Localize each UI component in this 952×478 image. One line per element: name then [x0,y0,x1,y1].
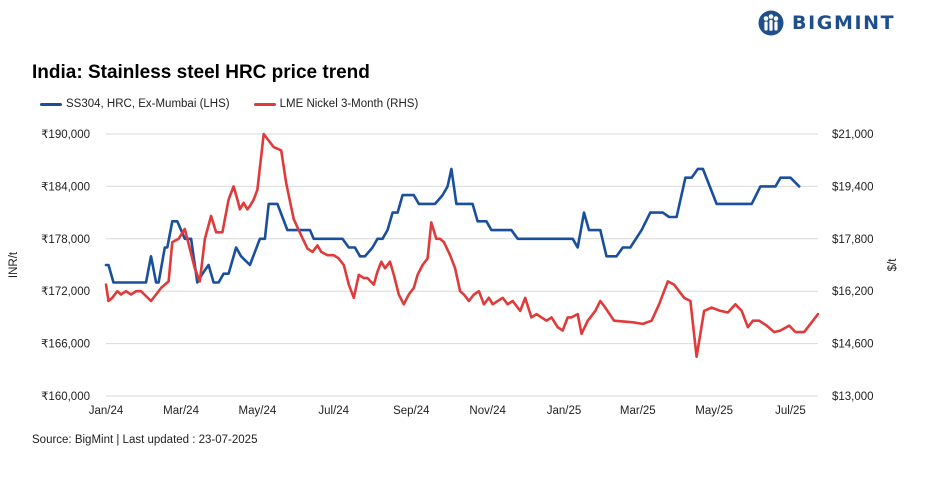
legend-swatch-lme-nickel [253,102,276,106]
x-tick-label: Nov/24 [469,405,506,417]
y-left-tick-label: ₹172,000 [41,286,90,298]
x-tick-label: Jan/24 [89,405,124,417]
x-tick-label: Mar/24 [163,405,199,417]
x-tick-label: May/25 [695,405,733,417]
x-tick-label: Mar/25 [620,405,656,417]
y-right-tick-label: $21,000 [832,129,874,141]
y-left-tick-label: ₹178,000 [41,234,90,246]
y-left-tick-label: ₹160,000 [41,391,90,403]
source-note: Source: BigMint | Last updated : 23-07-2… [32,434,258,446]
legend-item-ss304: SS304, HRC, Ex-Mumbai (LHS) [40,98,230,110]
x-tick-label: Jan/25 [547,405,582,417]
y-left-tick-label: ₹190,000 [41,129,90,141]
y-right-tick-label: $16,200 [832,286,874,298]
y-right-axis-title: $/t [887,258,899,272]
legend-label-lme-nickel: LME Nickel 3-Month (RHS) [279,98,419,110]
y-right-tick-label: $14,600 [832,339,874,351]
y-right-tick-label: $19,400 [832,181,874,193]
series-line-ss304 [104,167,801,284]
y-right-tick-label: $13,000 [832,391,874,403]
x-tick-label: Sep/24 [393,405,430,417]
bigmint-figures-icon [758,10,784,36]
y-left-axis-title: INR/t [8,251,20,278]
x-tick-label: Jul/24 [318,405,349,417]
legend-item-lme-nickel: LME Nickel 3-Month (RHS) [253,98,419,110]
legend-swatch-ss304 [40,102,62,106]
x-tick-label: May/24 [239,405,277,417]
bigmint-logo: BIGMINT [758,8,908,38]
y-right-tick-label: $17,800 [832,234,874,246]
series-line-lme-nickel [104,132,820,359]
y-left-tick-label: ₹166,000 [41,339,90,351]
x-tick-label: Jul/25 [775,405,806,417]
y-left-tick-label: ₹184,000 [41,181,90,193]
legend-label-ss304: SS304, HRC, Ex-Mumbai (LHS) [66,98,230,110]
chart-title: India: Stainless steel HRC price trend [32,62,370,83]
brand-name: BIGMINT [792,12,896,34]
chart-legend: SS304, HRC, Ex-Mumbai (LHS) LME Nickel 3… [40,98,442,110]
